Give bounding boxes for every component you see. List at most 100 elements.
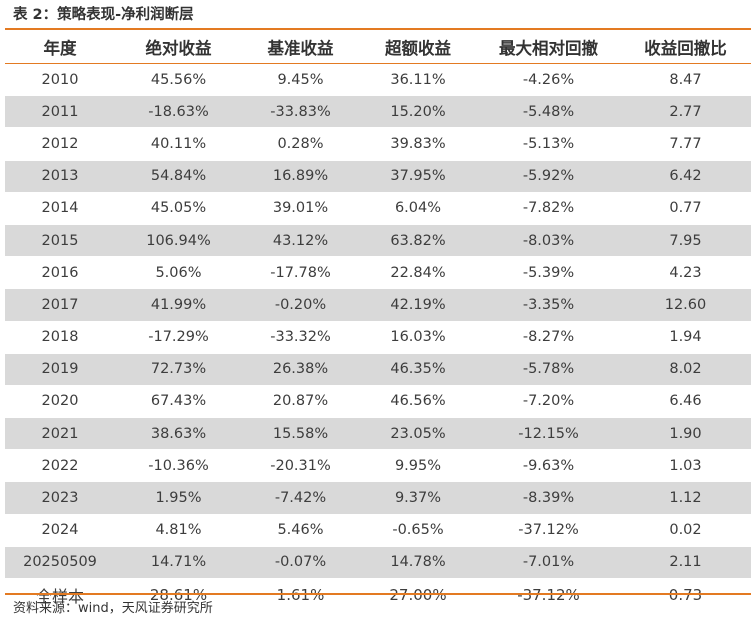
year-cell: 2013	[5, 159, 115, 193]
benchmark-return-cell: 20.87%	[272, 393, 329, 410]
excess-return-cell: 39.83%	[390, 135, 446, 152]
return-drawdown-ratio-cell: 7.95	[620, 223, 751, 258]
absolute-return-cell: 72.73%	[115, 352, 242, 386]
year-cell: 20250509	[5, 545, 115, 580]
max-relative-drawdown-cell: -7.20%	[522, 393, 575, 410]
header-max-relative-drawdown: 最大相对回撤	[477, 30, 620, 64]
absolute-return-cell: 45.56%	[150, 71, 207, 88]
benchmark-return-cell: 15.58%	[242, 417, 359, 451]
absolute-return-cell: 4.81%	[155, 522, 202, 539]
return-drawdown-ratio-cell: 6.42	[620, 159, 751, 193]
excess-return-cell: 9.37%	[359, 481, 477, 515]
excess-return-cell: 63.82%	[359, 223, 477, 258]
table-row: 2024 4.81% 5.46% -0.65% -37.12% 0.02	[5, 514, 751, 546]
excess-return-cell: 23.05%	[359, 417, 477, 451]
table-title: 表 2：策略表现-净利润断层	[13, 7, 194, 23]
benchmark-return-cell: -7.42%	[242, 481, 359, 515]
benchmark-return-cell: 43.12%	[242, 223, 359, 258]
absolute-return-cell: 1.95%	[115, 481, 242, 515]
benchmark-return-cell: 0.28%	[277, 135, 324, 152]
table-row: 2020 67.43% 20.87% 46.56% -7.20% 6.46	[5, 385, 751, 417]
return-drawdown-ratio-cell: 8.02	[620, 352, 751, 386]
excess-return-cell: 36.11%	[390, 71, 446, 88]
benchmark-return-cell: -33.32%	[270, 329, 331, 346]
return-drawdown-ratio-cell: 2.77	[620, 95, 751, 129]
bottom-rule	[5, 593, 751, 595]
table-row: 2019 72.73% 26.38% 46.35% -5.78% 8.02	[5, 352, 751, 386]
year-cell: 2017	[5, 288, 115, 322]
absolute-return-cell: 40.11%	[150, 135, 207, 152]
table-row: 2023 1.95% -7.42% 9.37% -8.39% 1.12	[5, 481, 751, 515]
max-relative-drawdown-cell: -7.82%	[522, 200, 575, 217]
table-row: 2017 41.99% -0.20% 42.19% -3.35% 12.60	[5, 288, 751, 322]
year-cell: 2022	[41, 457, 79, 474]
excess-return-cell: 37.95%	[359, 159, 477, 193]
benchmark-return-cell: 16.89%	[242, 159, 359, 193]
year-cell: 2018	[41, 329, 79, 346]
max-relative-drawdown-cell: -7.01%	[477, 545, 620, 580]
year-cell: 2023	[5, 481, 115, 515]
year-cell: 2020	[41, 393, 79, 410]
benchmark-return-cell: 9.45%	[277, 71, 324, 88]
absolute-return-cell: 67.43%	[150, 393, 207, 410]
return-drawdown-ratio-cell: 8.47	[669, 71, 702, 88]
return-drawdown-ratio-cell: 1.90	[620, 417, 751, 451]
max-relative-drawdown-cell: -8.39%	[477, 481, 620, 515]
year-cell: 2024	[41, 522, 79, 539]
table-row: 2016 5.06% -17.78% 22.84% -5.39% 4.23	[5, 257, 751, 289]
max-relative-drawdown-cell: -12.15%	[477, 417, 620, 451]
year-cell: 2011	[5, 95, 115, 129]
benchmark-return-cell: 26.38%	[242, 352, 359, 386]
table-body: 2010 45.56% 9.45% 36.11% -4.26% 8.47 2011 -18.6…	[5, 64, 751, 611]
max-relative-drawdown-cell: -3.35%	[477, 288, 620, 322]
max-relative-drawdown-cell: -5.78%	[477, 352, 620, 386]
absolute-return-cell: 54.84%	[115, 159, 242, 193]
excess-return-cell: 46.56%	[390, 393, 446, 410]
benchmark-return-cell: 5.46%	[277, 522, 324, 539]
table-row: 2015 106.94% 43.12% 63.82% -8.03% 7.95	[5, 223, 751, 258]
return-drawdown-ratio-cell: 1.94	[669, 329, 702, 346]
max-relative-drawdown-cell: -5.48%	[477, 95, 620, 129]
top-rule	[5, 28, 751, 30]
table-row: 20250509 14.71% -0.07% 14.78% -7.01% 2.11	[5, 545, 751, 580]
benchmark-return-cell: -0.07%	[242, 545, 359, 580]
excess-return-cell: -0.65%	[392, 522, 444, 539]
benchmark-return-cell: -17.78%	[270, 264, 331, 281]
max-relative-drawdown-cell: -5.13%	[522, 135, 575, 152]
table-row: 2012 40.11% 0.28% 39.83% -5.13% 7.77	[5, 128, 751, 160]
absolute-return-cell: -10.36%	[148, 457, 209, 474]
year-cell: 2010	[41, 71, 79, 88]
header-excess-return: 超额收益	[359, 30, 477, 64]
year-cell: 2015	[5, 223, 115, 258]
absolute-return-cell: -18.63%	[115, 95, 242, 129]
absolute-return-cell: 45.05%	[150, 200, 207, 217]
max-relative-drawdown-cell: -8.27%	[522, 329, 575, 346]
benchmark-return-cell: -33.83%	[242, 95, 359, 129]
source-note: 资料来源：wind，天风证券研究所	[13, 601, 213, 616]
return-drawdown-ratio-cell: 2.11	[620, 545, 751, 580]
absolute-return-cell: 5.06%	[155, 264, 202, 281]
table-row: 2010 45.56% 9.45% 36.11% -4.26% 8.47	[5, 64, 751, 96]
year-cell: 2021	[5, 417, 115, 451]
return-drawdown-ratio-cell: 4.23	[669, 264, 702, 281]
table-row: 2022 -10.36% -20.31% 9.95% -9.63% 1.03	[5, 450, 751, 482]
table-row: 2014 45.05% 39.01% 6.04% -7.82% 0.77	[5, 192, 751, 224]
table-row: 2021 38.63% 15.58% 23.05% -12.15% 1.90	[5, 417, 751, 451]
table-row: 2013 54.84% 16.89% 37.95% -5.92% 6.42	[5, 159, 751, 193]
excess-return-cell: 16.03%	[390, 329, 446, 346]
benchmark-return-cell: 39.01%	[272, 200, 329, 217]
header-absolute-return: 绝对收益	[115, 30, 242, 64]
header-benchmark-return: 基准收益	[242, 30, 359, 64]
year-cell: 2012	[41, 135, 79, 152]
return-drawdown-ratio-cell: 1.12	[620, 481, 751, 515]
benchmark-return-cell: -20.31%	[270, 457, 331, 474]
excess-return-cell: 46.35%	[359, 352, 477, 386]
absolute-return-cell: 106.94%	[115, 223, 242, 258]
return-drawdown-ratio-cell: 0.77	[669, 200, 702, 217]
return-drawdown-ratio-cell: 7.77	[669, 135, 702, 152]
max-relative-drawdown-cell: -9.63%	[522, 457, 575, 474]
performance-table: 年度 绝对收益 基准收益 超额收益 最大相对回撤 收益回撤比 2010 45.56…	[5, 30, 751, 610]
return-drawdown-ratio-cell: 0.02	[669, 522, 702, 539]
absolute-return-cell: 41.99%	[115, 288, 242, 322]
header-year: 年度	[5, 30, 115, 64]
